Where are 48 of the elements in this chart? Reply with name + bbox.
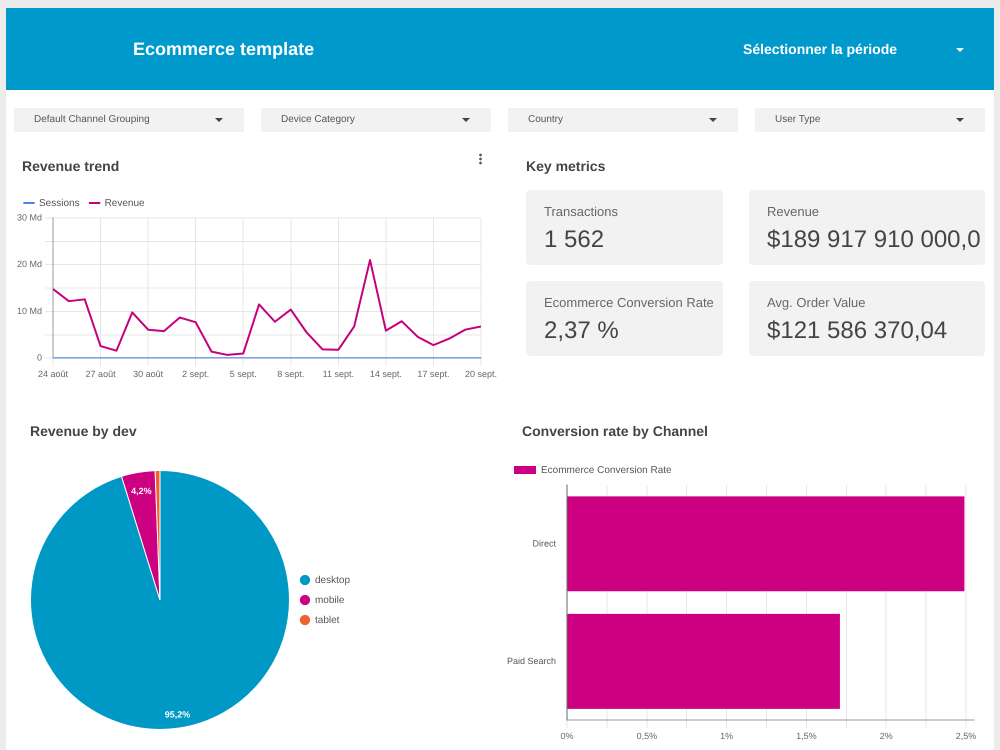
legend-label: Revenue (104, 198, 146, 209)
x-tick-label: 2,5% (956, 731, 976, 742)
chart-title: Conversion rate by Channel (522, 423, 708, 439)
text: Sélectionner la période (743, 41, 898, 57)
legend-label: desktop (314, 574, 350, 586)
x-tick-label: 14 sept. (370, 369, 402, 380)
text: Country (528, 114, 564, 125)
x-tick-label: 0,5% (636, 731, 658, 742)
x-tick-label: 2 sept. (182, 369, 210, 380)
text: User Type (775, 114, 820, 125)
data-label: 4,2% (131, 486, 152, 496)
text: Revenue (767, 204, 820, 219)
y-tick-label: 30 Md (17, 212, 42, 222)
text: $121 586 370,04 (767, 317, 948, 345)
text: 2,37 % (544, 317, 619, 345)
x-tick-label: 24 août (38, 369, 69, 380)
text: Device Category (281, 114, 355, 125)
x-tick-label: 1% (720, 731, 734, 742)
y-tick-label: 20 Md (17, 259, 42, 270)
text: Transactions (544, 204, 618, 219)
legend-label: Sessions (39, 198, 80, 209)
data-label: 95,2% (164, 710, 190, 720)
x-tick-label: 5 sept. (230, 369, 257, 380)
text: 1 562 (544, 226, 604, 254)
x-tick-label: 17 sept. (417, 369, 450, 380)
x-tick-label: 2% (880, 731, 893, 742)
x-tick-label: 8 sept. (277, 369, 304, 380)
legend-label: tablet (314, 614, 340, 626)
text: Avg. Order Value (767, 295, 866, 310)
x-tick-label: 20 sept. (464, 369, 498, 380)
text: Ecommerce template (133, 39, 314, 60)
chart-title: Revenue by dev (30, 423, 137, 439)
x-tick-label: 0% (560, 731, 574, 742)
y-tick-label: Direct (532, 538, 557, 548)
chart-title: Revenue trend (22, 158, 120, 174)
text: Key metrics (526, 158, 606, 174)
x-tick-label: 27 août (86, 369, 116, 380)
x-tick-label: 1,5% (796, 731, 817, 742)
x-tick-label: 11 sept. (322, 369, 354, 380)
text: $189 917 910 000,0 (767, 226, 981, 254)
y-tick-label: 10 Md (17, 306, 42, 316)
y-tick-label: 0 (37, 352, 42, 363)
legend-label: Ecommerce Conversion Rate (541, 464, 672, 476)
legend-label: mobile (314, 594, 345, 606)
y-tick-label: Paid Search (507, 656, 556, 666)
x-tick-label: 30 août (133, 369, 164, 380)
text: Ecommerce Conversion Rate (544, 295, 714, 310)
text: Default Channel Grouping (34, 114, 150, 125)
